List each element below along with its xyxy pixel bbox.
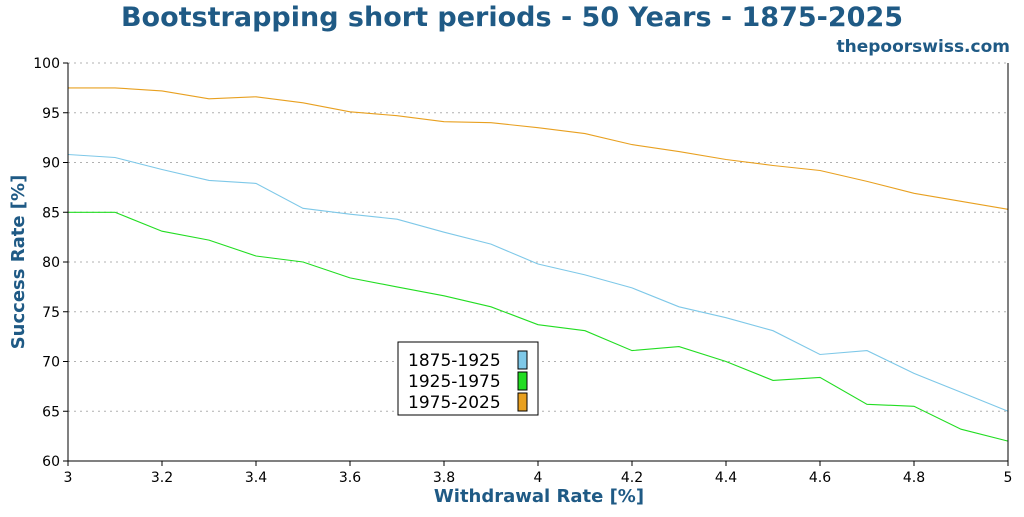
legend-swatch (517, 350, 528, 370)
legend-label: 1975-2025 (408, 393, 501, 413)
x-tick-label: 5 (1004, 470, 1013, 486)
y-tick-label: 100 (33, 56, 60, 72)
x-tick-label: 3 (64, 470, 73, 486)
x-axis-label: Withdrawal Rate [%] (434, 486, 644, 507)
watermark: thepoorswiss.com (837, 37, 1011, 57)
series-line-1975-2025 (68, 87, 1009, 210)
y-tick-label: 95 (42, 106, 60, 122)
y-tick-label: 60 (42, 454, 60, 470)
x-tick-label: 4.6 (809, 470, 831, 486)
x-tick-label: 4.4 (715, 470, 737, 486)
series-line-1925-1975 (68, 211, 1009, 442)
legend-box (397, 341, 539, 416)
series-lines (67, 87, 1009, 442)
chart-title: Bootstrapping short periods - 50 Years -… (121, 2, 903, 33)
legend-label: 1875-1925 (408, 351, 501, 371)
y-axis-label: Success Rate [%] (8, 175, 29, 350)
y-tick-label: 90 (42, 156, 60, 172)
x-tick-label: 4 (534, 470, 543, 486)
axes: 60 65 70 75 80 85 90 95 100 3 3.2 3.4 3.6 3.8 4 4.2 4.4 4… (33, 56, 1012, 486)
x-tick-label: 3.4 (245, 470, 267, 486)
x-tick-label: 3.6 (339, 470, 361, 486)
legend-label: 1925-1975 (408, 372, 501, 392)
x-tick-label: 4.2 (621, 470, 643, 486)
y-tick-label: 70 (42, 355, 60, 371)
legend-swatch (517, 371, 528, 391)
y-tick-label: 80 (42, 255, 60, 271)
legend-swatch (517, 392, 528, 412)
y-tick-label: 75 (42, 305, 60, 321)
series-line-1875-1925 (67, 153, 1009, 412)
x-tick-label: 3.8 (433, 470, 455, 486)
y-tick-label: 65 (42, 404, 60, 420)
x-tick-label: 3.2 (151, 470, 173, 486)
y-tick-label: 85 (42, 205, 60, 221)
x-tick-label: 4.8 (903, 470, 925, 486)
